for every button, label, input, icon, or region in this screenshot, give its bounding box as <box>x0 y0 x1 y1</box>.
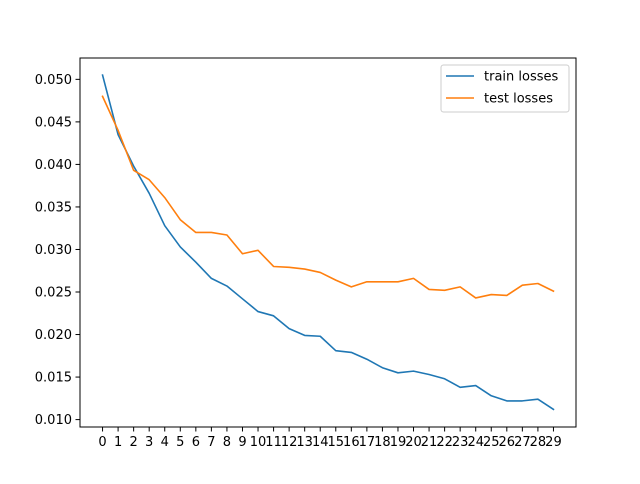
y-tick-label: 0.045 <box>35 115 72 130</box>
y-tick-label: 0.040 <box>35 158 72 173</box>
x-tick-label: 7 <box>207 435 215 450</box>
x-tick-label: 26 <box>499 435 516 450</box>
x-tick-label: 13 <box>296 435 313 450</box>
series-layer <box>101 74 555 411</box>
x-tick-label: 0 <box>98 435 106 450</box>
x-tick-label: 1 <box>114 435 122 450</box>
x-tick-label: 16 <box>343 435 360 450</box>
y-tick-label: 0.050 <box>35 73 72 88</box>
x-tick-label: 4 <box>161 435 169 450</box>
plot-frame <box>79 57 577 428</box>
y-tick-label: 0.015 <box>35 371 72 386</box>
x-tick-label: 9 <box>238 435 246 450</box>
series-line-test-losses <box>101 95 555 299</box>
x-tick-label: 2 <box>130 435 138 450</box>
x-tick-label: 18 <box>374 435 391 450</box>
x-tick-label: 29 <box>545 435 562 450</box>
series-line-train-losses <box>101 74 555 411</box>
x-tick-label: 23 <box>452 435 469 450</box>
x-tick-label: 20 <box>405 435 422 450</box>
x-tick-label: 5 <box>176 435 184 450</box>
x-tick-label: 22 <box>436 435 453 450</box>
x-tick-label: 6 <box>192 435 200 450</box>
x-tick-label: 12 <box>281 435 298 450</box>
x-tick-label: 24 <box>467 435 484 450</box>
x-tick-label: 17 <box>359 435 376 450</box>
legend-label: train losses <box>484 70 559 85</box>
x-tick-label: 28 <box>530 435 547 450</box>
x-tick-label: 11 <box>265 435 282 450</box>
y-tick-label: 0.030 <box>35 243 72 258</box>
x-tick-label: 21 <box>421 435 438 450</box>
x-tick-label: 25 <box>483 435 500 450</box>
legend: train losses test losses <box>440 64 570 113</box>
y-tick-label: 0.010 <box>35 413 72 428</box>
y-tick-label: 0.025 <box>35 286 72 301</box>
x-tick-label: 19 <box>390 435 407 450</box>
x-tick-label: 14 <box>312 435 329 450</box>
x-tick-label: 8 <box>223 435 231 450</box>
x-tick-label: 27 <box>514 435 531 450</box>
x-tick-label: 10 <box>250 435 267 450</box>
y-axis-ticks: 0.010 0.015 0.020 0.025 0.030 0.035 0.040 0.045… <box>35 73 80 428</box>
y-tick-label: 0.020 <box>35 328 72 343</box>
x-tick-label: 3 <box>145 435 153 450</box>
y-tick-label: 0.035 <box>35 200 72 215</box>
x-tick-label: 15 <box>328 435 345 450</box>
x-axis-ticks: 0 1 2 3 4 5 6 7 8 9 10 11 12 13 14 15 16 17 18 19 20 21 22 23 24… <box>98 427 562 450</box>
legend-label: test losses <box>484 92 553 107</box>
